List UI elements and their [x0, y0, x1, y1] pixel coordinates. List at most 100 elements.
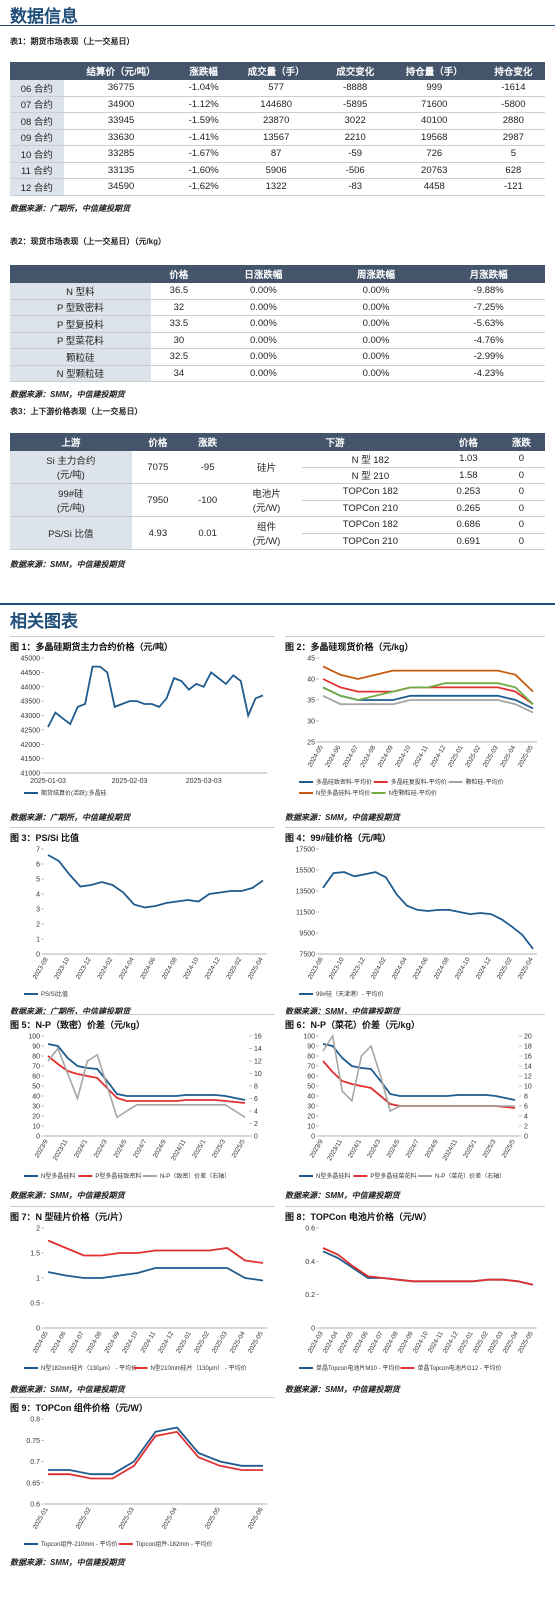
x-tick-label: 2025-02 [193, 1330, 211, 1354]
x-tick-label: 2025-01 [32, 1506, 50, 1530]
x-tick-label: 2023/9 [309, 1138, 325, 1159]
source: 数据来源：广期所，中信建投期货 [10, 813, 130, 822]
spec: TOPCon 210 [301, 500, 439, 517]
x-tick-label: 2025/5 [501, 1138, 517, 1159]
table-caption: 表2：现货市场表现（上一交易日）（元/kg） [10, 237, 167, 246]
table-host: 上游 价格 涨跌 下游 价格 涨跌 Si 主力合约 (元/吨) 7075 -95 硅片 N 型 182… [10, 433, 545, 550]
cell: 0.00% [207, 348, 320, 366]
header-row: 结算价（元/吨） 涨跌幅 成交量（手） 成交变化 持仓量（手） 持仓变化 [10, 62, 545, 80]
y-tick-label: 0 [36, 1134, 40, 1141]
x-tick-label: 2025-04 [499, 744, 517, 768]
cell: 628 [481, 162, 545, 179]
cell: 33945 [63, 112, 179, 130]
header-cell: 月涨跌幅 [432, 265, 545, 283]
cell: 4.93 [131, 516, 185, 550]
y2-tick-label: 14 [254, 1046, 262, 1053]
y-tick-label: 44000 [21, 684, 41, 691]
cell: -1.67% [178, 145, 229, 163]
source: 数据来源：SMM，中信建投期货 [285, 1385, 400, 1394]
y2-tick-label: 2 [254, 1121, 258, 1128]
row-label: P 型致密料 [10, 299, 151, 316]
legend-label: N型182mm硅片（130μm） - 平均价 [41, 1364, 137, 1372]
table-row: 08 合约 33945 -1.59% 23870 3022 40100 2880 [10, 112, 545, 130]
header-cell: 价格 [438, 433, 498, 451]
table-row: 颗粒硅 32.5 0.00% 0.00% -2.99% [10, 348, 545, 366]
x-tick-label: 2024-07 [68, 1330, 86, 1354]
cell: -4.76% [432, 332, 545, 349]
source: 数据来源：SMM，中信建投期货 [10, 560, 125, 569]
cell: 33630 [63, 129, 179, 146]
y2-tick-label: 2 [524, 1124, 528, 1131]
cell: 33285 [63, 145, 179, 163]
x-tick-label: 2024-10 [394, 744, 412, 768]
y-tick-label: 1 [36, 937, 40, 944]
cell: 0.00% [207, 332, 320, 349]
cell: 7075 [131, 451, 185, 484]
y-tick-label: 35 [307, 698, 315, 705]
x-tick-label: 2023-12 [349, 956, 367, 980]
spec: N 型 182 [301, 451, 439, 468]
legend-label: N-P（菜花）价差（右轴） [435, 1172, 505, 1180]
y-tick-label: 1.5 [30, 1251, 40, 1258]
cell: 33135 [63, 162, 179, 179]
x-tick-label: 2024-04 [118, 956, 136, 980]
cell: 34590 [63, 178, 179, 196]
x-tick-label: 2024-10 [121, 1330, 139, 1354]
cell: 0.00% [319, 348, 433, 366]
legend-label: PS/Si比值 [41, 990, 68, 998]
downstream-name: 电池片 (元/W) [231, 483, 302, 517]
x-tick-label: 2023-08 [32, 956, 50, 980]
cell: 2987 [481, 129, 545, 146]
y-tick-label: 5 [36, 877, 40, 884]
spec: N 型 210 [301, 467, 439, 484]
x-tick-label: 2024-08 [433, 956, 451, 980]
x-tick-label: 2025-05 [204, 1506, 222, 1530]
x-tick-label: 2025-02 [75, 1506, 93, 1530]
series-line [322, 694, 534, 714]
x-tick-label: 2025-01 [175, 1330, 193, 1354]
y-tick-label: 20 [307, 1114, 315, 1121]
legend-label: Topcon组件-210mm - 平均价 [41, 1540, 118, 1548]
cell: -83 [323, 178, 387, 196]
cell: -1.12% [178, 96, 229, 113]
y-tick-label: 43500 [21, 699, 41, 706]
y-tick-label: 45 [307, 656, 315, 663]
y-tick-label: 0 [311, 1326, 315, 1333]
legend-label: N型多晶硅料 [316, 1172, 350, 1180]
table-row: 09 合约 33630 -1.41% 13567 2210 19568 2987 [10, 129, 545, 146]
y2-tick-label: 8 [254, 1084, 258, 1091]
chart-title: 图 7：N 型硅片价格（元/片） [10, 1206, 275, 1223]
source: 数据来源：SMM，中信建投期货 [10, 1385, 125, 1394]
upstream-name: Si 主力合约 (元/吨) [10, 451, 132, 484]
spec: TOPCon 182 [301, 516, 439, 534]
y-tick-label: 40 [307, 677, 315, 684]
y-tick-label: 60 [32, 1074, 40, 1081]
y2-tick-label: 0 [254, 1134, 258, 1141]
y-tick-label: 0.6 [30, 1502, 40, 1509]
cell-line: (元/W) [252, 536, 281, 547]
y-tick-label: 60 [307, 1074, 315, 1081]
cell: -9.88% [432, 283, 545, 300]
legend-label: N型多晶硅料-平均价 [316, 789, 370, 797]
x-tick-label: 2024-04 [391, 956, 409, 980]
x-tick-label: 2025-04 [247, 956, 265, 980]
x-tick-label: 2025-05 [247, 1330, 265, 1354]
x-tick-label: 2024-11 [412, 744, 430, 768]
y-tick-label: 0.7 [30, 1459, 40, 1466]
data-table: 价格 日涨跌幅 周涨跌幅 月涨跌幅 N 型料 36.5 0.00% 0.00% -9.88% P … [10, 265, 545, 382]
x-tick-label: 2025-01-03 [30, 778, 66, 785]
y-tick-label: 1 [36, 1276, 40, 1283]
x-tick-label: 2024/1 [347, 1138, 363, 1159]
x-tick-label: 2024-08 [85, 1330, 103, 1354]
row-label: N 型料 [10, 283, 151, 300]
cell: 19568 [386, 129, 482, 146]
cell: 0 [497, 451, 545, 468]
x-tick-label: 2024/9 [424, 1138, 440, 1159]
cell: 0.00% [319, 315, 433, 333]
cell: -8888 [323, 80, 387, 97]
cell: 0.691 [438, 533, 498, 550]
row-label: N 型颗粒硅 [10, 365, 151, 382]
source: 数据来源：SMM，中信建投期货 [285, 813, 400, 822]
